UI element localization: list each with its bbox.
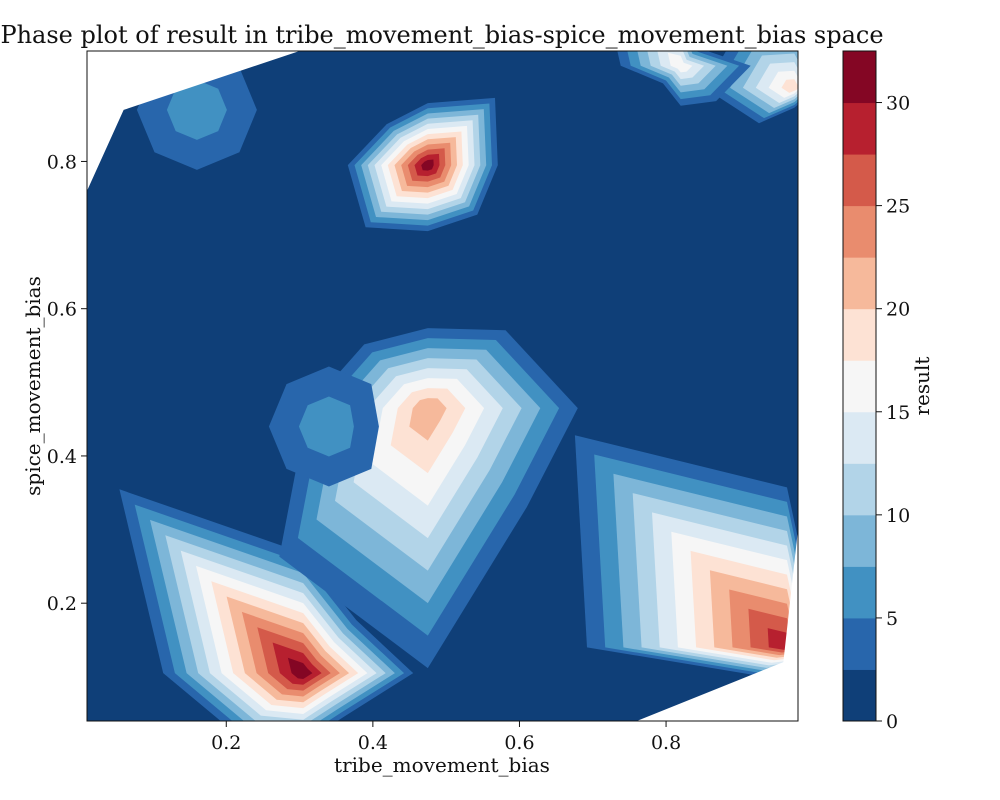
colorbar-tick-label-3: 15	[886, 402, 910, 424]
colorbar-tick-label-6: 30	[886, 93, 910, 115]
x-axis: 0.2 0.4 0.6 0.8	[211, 721, 681, 754]
y-tick-label-1: 0.4	[47, 446, 77, 468]
contour-peak-4-level-7	[781, 79, 798, 93]
x-tick-label-2: 0.6	[504, 732, 534, 754]
colorbar: 0 5 10 15 20 25 30	[842, 50, 910, 733]
colorbar-segment-8	[843, 257, 876, 310]
colorbar-tick-label-0: 0	[886, 711, 898, 733]
contour-peak-3-level-11	[767, 628, 790, 651]
colorbar-tick-label-1: 5	[886, 608, 898, 630]
x-tick-label-0: 0.2	[211, 732, 241, 754]
colorbar-tick-label-2: 10	[886, 505, 910, 527]
colorbar-frame	[842, 50, 877, 722]
plot-area	[87, 51, 798, 721]
colorbar-segment-12	[843, 51, 876, 104]
colorbar-tick-label-5: 25	[886, 196, 910, 218]
colorbar-segment-5	[843, 411, 876, 464]
y-tick-label-2: 0.6	[47, 299, 77, 321]
colorbar-segment-2	[843, 566, 876, 619]
colorbar-segment-6	[843, 360, 876, 413]
masked-region-bottom-right	[636, 529, 798, 721]
colorbar-segment-7	[843, 308, 876, 361]
colorbar-segment-3	[843, 514, 876, 567]
x-tick-label-1: 0.4	[358, 732, 388, 754]
colorbar-segment-11	[843, 102, 876, 155]
x-tick-label-3: 0.8	[651, 732, 681, 754]
y-axis-label: spice_movement_bias	[21, 276, 45, 496]
contour-peak-0-level-12	[421, 159, 434, 171]
colorbar-label: result	[910, 357, 934, 416]
colorbar-segment-4	[843, 463, 876, 516]
contour-peak-1-level-12	[287, 657, 313, 679]
contour-peak-2-level-8	[409, 398, 447, 441]
contour-peak-5-level-6	[667, 52, 693, 73]
colorbar-segment-9	[843, 205, 876, 258]
chart-title: Phase plot of result in tribe_movement_b…	[0, 21, 883, 49]
colorbar-tick-label-4: 20	[886, 299, 910, 321]
y-axis: 0.2 0.4 0.6 0.8	[47, 151, 87, 615]
masked-region-top-left	[87, 51, 300, 191]
colorbar-segment-0	[843, 669, 876, 722]
contour-peak-6-level-2	[166, 79, 227, 140]
plot-frame	[86, 50, 799, 722]
x-axis-label: tribe_movement_bias	[334, 753, 550, 777]
contour-peak-7-level-2	[298, 396, 354, 457]
y-tick-label-3: 0.8	[47, 151, 77, 173]
y-tick-label-0: 0.2	[47, 593, 77, 615]
colorbar-segment-10	[843, 154, 876, 207]
colorbar-segment-1	[843, 617, 876, 670]
